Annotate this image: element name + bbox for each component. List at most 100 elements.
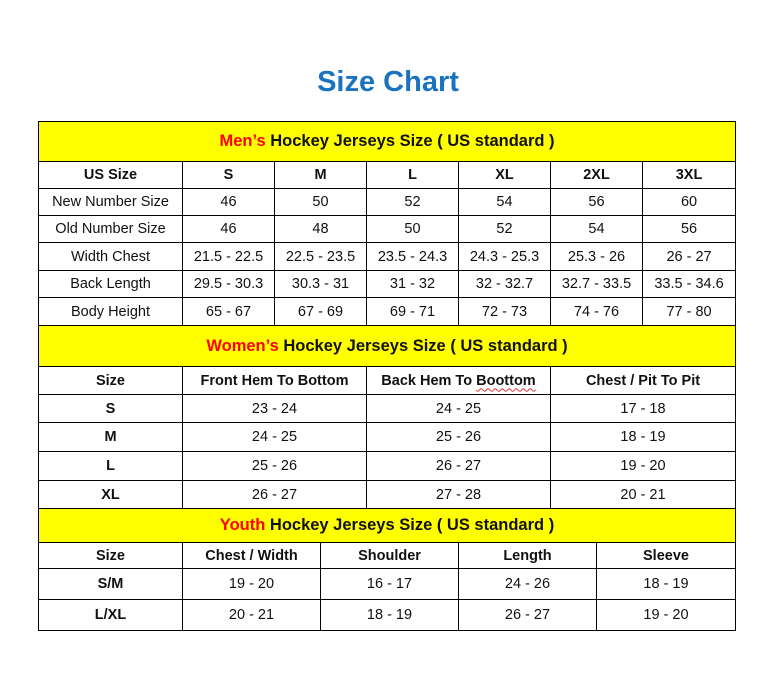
table-cell: 20 - 21 [549,480,737,509]
table-cell: 18 - 19 [320,599,459,631]
column-header: Size [38,366,183,395]
size-chart: Men’s Hockey Jerseys Size ( US standard … [37,121,737,631]
column-header: US Size [38,161,183,189]
row-label: Old Number Size [38,215,183,243]
column-header: M [274,161,367,189]
column-header: Front Hem To Bottom [182,366,367,395]
table-cell: 23 - 24 [182,394,367,423]
table-cell: 54 [550,215,643,243]
table-cell: 46 [182,188,275,216]
section-heading: Hockey Jerseys Size ( US standard ) [265,132,555,150]
women-size-table: Women’s Hockey Jerseys Size ( US standar… [37,325,737,509]
section-highlight: Men’s [219,132,266,150]
table-cell: 24 - 25 [182,422,367,452]
table-cell: 22.5 - 23.5 [274,242,367,271]
table-cell: 26 - 27 [641,242,737,271]
table-cell: 26 - 27 [458,599,597,631]
table-row: New Number Size 46 50 52 54 56 60 [38,188,737,216]
table-cell: 27 - 28 [366,480,551,509]
column-header: Length [458,542,597,569]
column-header: S [182,161,275,189]
table-cell: 26 - 27 [366,451,551,481]
column-header-label: 3XL [675,167,703,183]
table-cell: 24 - 26 [458,568,597,600]
table-cell: 77 - 80 [641,297,737,326]
table-cell: 52 [458,215,551,243]
table-row: XL 26 - 27 27 - 28 20 - 21 [38,480,737,509]
table-row: L 25 - 26 26 - 27 19 - 20 [38,451,737,481]
table-cell: 74 - 76 [550,297,643,326]
table-row: Back Length 29.5 - 30.3 30.3 - 31 31 - 32 32… [38,270,737,298]
table-row: M 24 - 25 25 - 26 18 - 19 [38,422,737,452]
column-header-label: M [314,167,327,183]
column-header: 2XL [550,161,643,189]
row-label: S/M [38,568,183,600]
table-cell: 69 - 71 [366,297,459,326]
table-cell: 24.3 - 25.3 [458,242,551,271]
column-header-label: Size [95,372,125,389]
table-cell: 65 - 67 [182,297,275,326]
table-cell: 54 [458,188,551,216]
table-row: Old Number Size 46 48 50 52 54 56 [38,215,737,243]
column-header-label: XL [495,167,514,183]
column-header: Chest / Width [182,542,321,569]
table-row: S/M 19 - 20 16 - 17 24 - 26 18 - 19 [38,568,737,600]
table-cell: 25 - 26 [366,422,551,452]
column-header-label: Shoulder [358,547,421,564]
column-header-label: 2XL [583,167,610,183]
row-label: Body Height [38,297,183,326]
youth-size-table: Youth Hockey Jerseys Size ( US standard … [37,508,737,631]
row-label: L [38,451,183,481]
section-heading: Hockey Jerseys Size ( US standard ) [278,336,568,355]
column-header-label: Chest / Width [205,547,298,564]
table-cell: 48 [274,215,367,243]
column-header-label: Front Hem To Bottom [200,372,349,389]
table-cell: 16 - 17 [320,568,459,600]
table-cell: 60 [641,188,737,216]
row-label: Back Length [38,270,183,298]
table-row: Body Height 65 - 67 67 - 69 69 - 71 72 - 73 7… [38,297,737,326]
table-cell: 25.3 - 26 [550,242,643,271]
table-row: L/XL 20 - 21 18 - 19 26 - 27 19 - 20 [38,599,737,631]
section-highlight: Youth [219,516,266,534]
table-cell: 17 - 18 [549,394,737,423]
youth-section-header: Youth Hockey Jerseys Size ( US standard … [37,508,737,543]
table-cell: 18 - 19 [595,568,737,600]
column-header-label: L [408,167,417,183]
table-cell: 32.7 - 33.5 [550,270,643,298]
table-cell: 67 - 69 [274,297,367,326]
table-row: S 23 - 24 24 - 25 17 - 18 [38,394,737,423]
column-header-label: Size [95,547,125,564]
row-label: XL [38,480,183,509]
table-cell: 20 - 21 [182,599,321,631]
table-cell: 30.3 - 31 [274,270,367,298]
table-cell: 56 [641,215,737,243]
table-cell: 31 - 32 [366,270,459,298]
table-cell: 29.5 - 30.3 [182,270,275,298]
table-cell: 52 [366,188,459,216]
column-header: XL [458,161,551,189]
table-cell: 56 [550,188,643,216]
table-cell: 26 - 27 [182,480,367,509]
column-header: 3XL [641,161,737,189]
table-cell: 19 - 20 [549,451,737,481]
table-cell: 21.5 - 22.5 [182,242,275,271]
column-header: L [366,161,459,189]
row-label: New Number Size [38,188,183,216]
column-header: Back Hem To Boottom [366,366,551,395]
men-size-table: Men’s Hockey Jerseys Size ( US standard … [37,121,737,326]
table-cell: 50 [366,215,459,243]
column-header-row: Size Chest / Width Shoulder Length Sleeve [38,542,737,569]
row-label: M [38,422,183,452]
table-cell: 50 [274,188,367,216]
column-header-row: US Size S M L XL 2XL 3XL [38,161,737,189]
men-section-header: Men’s Hockey Jerseys Size ( US standard … [37,121,737,162]
section-highlight: Women’s [206,336,279,355]
table-cell: 19 - 20 [182,568,321,600]
column-header: Sleeve [595,542,737,569]
page-title: Size Chart [317,66,459,98]
column-header-label: Sleeve [643,547,689,564]
table-cell: 23.5 - 24.3 [366,242,459,271]
column-header-label: Length [503,547,552,564]
women-section-header: Women’s Hockey Jerseys Size ( US standar… [37,325,737,367]
